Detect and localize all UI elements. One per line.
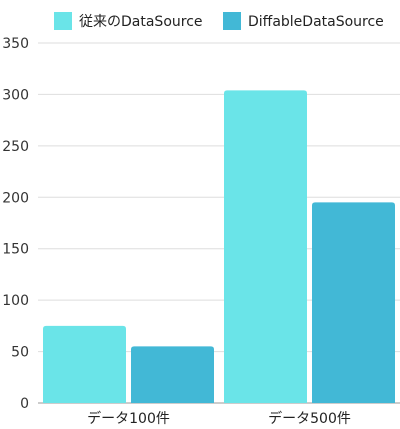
y-tick-label: 0: [20, 396, 29, 412]
y-tick-label: 200: [2, 190, 29, 206]
bar: [43, 325, 126, 403]
bar: [131, 346, 214, 403]
y-tick-label: 150: [2, 242, 29, 258]
legend-swatch: [54, 12, 72, 30]
y-tick-label: 50: [11, 345, 29, 361]
x-tick-label: データ100件: [87, 410, 170, 425]
y-tick-label: 350: [2, 36, 29, 52]
legend-swatch: [223, 12, 241, 30]
y-tick-label: 250: [2, 139, 29, 155]
bar: [312, 202, 395, 403]
bar: [224, 90, 307, 404]
y-tick-label: 100: [2, 293, 29, 309]
legend-label: DiffableDataSource: [248, 14, 384, 30]
legend-label: 従来のDataSource: [79, 14, 203, 30]
y-tick-label: 300: [2, 87, 29, 103]
x-tick-label: データ500件: [268, 410, 351, 425]
